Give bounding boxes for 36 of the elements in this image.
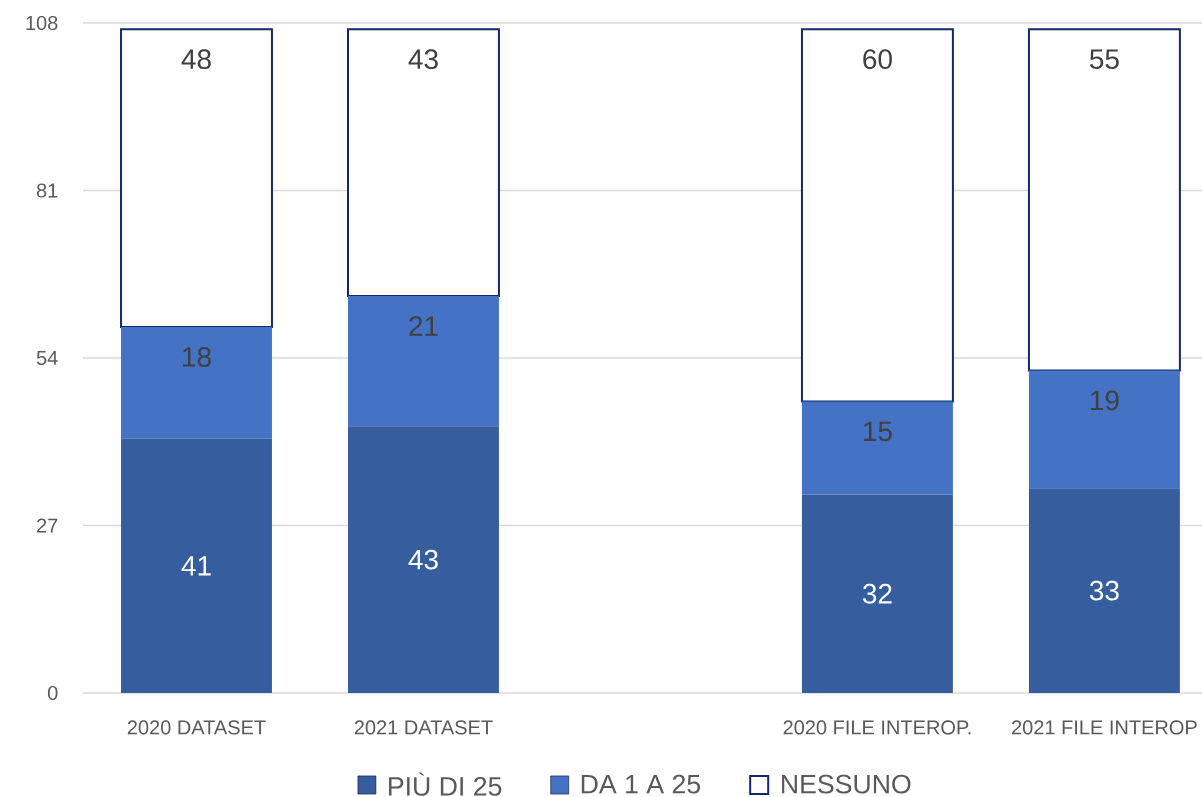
x-tick-label: 2021 FILE INTEROP (1012, 720, 1197, 735)
data-label: 32 (862, 583, 892, 604)
bar (800, 28, 954, 403)
data-label: 60 (863, 49, 892, 70)
bar (348, 295, 499, 427)
legend-label: NESSUNO (782, 774, 911, 794)
data-label: 43 (408, 49, 438, 70)
legend-label: PIÙ DI 25 (389, 772, 502, 796)
bar (1028, 370, 1180, 489)
x-tick-label: 2020 DATASET (127, 720, 266, 735)
data-label: 18 (183, 347, 211, 367)
data-label: 48 (181, 49, 211, 70)
bar (121, 326, 272, 439)
y-tick-label: 0 (47, 685, 58, 701)
bar (801, 494, 953, 693)
data-label: 41 (181, 556, 211, 576)
bar (1028, 488, 1180, 693)
data-label: 21 (409, 316, 438, 336)
y-tick-label: 27 (37, 518, 58, 533)
x-tick-label: 2021 DATASET (354, 720, 493, 735)
data-label: 19 (1090, 390, 1119, 411)
bar (120, 28, 273, 328)
legend-label: DA 1 A 25 (581, 774, 701, 794)
bar (1027, 28, 1181, 372)
data-label: 43 (408, 549, 438, 570)
bar (348, 426, 499, 693)
y-tick-label: 81 (36, 183, 58, 198)
y-tick-label: 54 (36, 351, 58, 365)
bar (801, 401, 953, 495)
x-tick-label: 2020 FILE INTEROP. (783, 720, 971, 735)
data-label: 15 (863, 421, 892, 442)
data-label: 33 (1089, 580, 1119, 601)
y-tick-label: 108 (26, 15, 58, 31)
bar (121, 438, 272, 693)
data-label: 55 (1089, 49, 1119, 69)
bar (347, 28, 500, 297)
